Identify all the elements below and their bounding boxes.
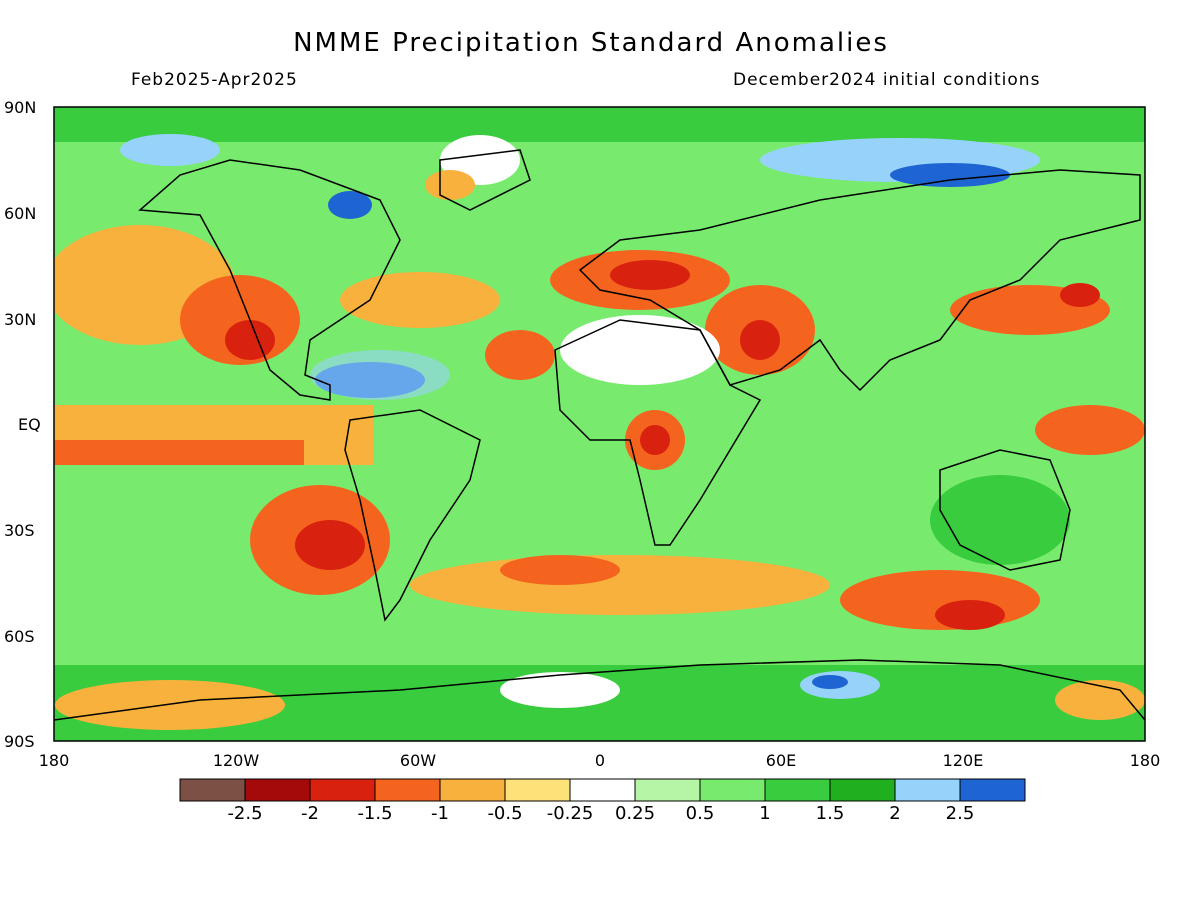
colorbar-label: -1 (431, 803, 449, 824)
lat-tick-90n: 90N (4, 98, 36, 117)
initial-conditions-label: December2024 initial conditions (733, 70, 1041, 90)
colorbar-label: 0.5 (686, 803, 715, 824)
lon-tick-0: 0 (595, 751, 605, 770)
colorbar-label: 1.5 (816, 803, 845, 824)
colorbar-label: 2.5 (946, 803, 975, 824)
lon-tick-60e: 60E (766, 751, 796, 770)
colorbar-swatch (894, 778, 961, 802)
lat-tick-30s: 30S (4, 521, 35, 540)
colorbar-swatch (699, 778, 766, 802)
colorbar-label: -0.25 (547, 803, 594, 824)
colorbar-swatch (569, 778, 636, 802)
colorbar-swatch (764, 778, 831, 802)
colorbar-swatch (439, 778, 506, 802)
anomaly-field (54, 107, 1145, 741)
colorbar-swatch (959, 778, 1026, 802)
lat-tick-30n: 30N (4, 310, 36, 329)
colorbar-label: 1 (759, 803, 770, 824)
latitude-axis: 90N 60N 30N EQ 30S 60S 90S (4, 98, 41, 751)
colorbar-swatch (309, 778, 376, 802)
longitude-axis: 180 120W 60W 0 60E 120E 180 (39, 751, 1161, 770)
colorbar-swatch (374, 778, 441, 802)
colorbar-swatch (504, 778, 571, 802)
coastlines (54, 149, 1145, 721)
map-frame (53, 106, 1146, 742)
lat-tick-90s: 90S (4, 732, 35, 751)
lon-tick-120e: 120E (943, 751, 984, 770)
colorbar-label: -0.5 (487, 803, 522, 824)
forecast-period: Feb2025-Apr2025 (131, 70, 298, 90)
lat-tick-60s: 60S (4, 627, 35, 646)
colorbar-swatch (244, 778, 311, 802)
lon-tick-180e: 180 (1130, 751, 1161, 770)
colorbar-label: -2 (301, 803, 319, 824)
colorbar-swatch (634, 778, 701, 802)
colorbar: -2.5 -2 -1.5 -1 -0.5 -0.25 0.25 0.5 1 1.5 2 2.5 (179, 778, 1026, 824)
lat-tick-eq: EQ (18, 415, 41, 434)
colorbar-label: 2 (889, 803, 900, 824)
lon-tick-60w: 60W (400, 751, 436, 770)
map-title: NMME Precipitation Standard Anomalies (293, 28, 889, 58)
colorbar-label: 0.25 (615, 803, 655, 824)
colorbar-label: -2.5 (227, 803, 262, 824)
colorbar-label: -1.5 (357, 803, 392, 824)
colorbar-swatch (829, 778, 896, 802)
lat-tick-60n: 60N (4, 204, 36, 223)
lon-tick-120w: 120W (213, 751, 260, 770)
colorbar-swatch (179, 778, 246, 802)
lon-tick-180w: 180 (39, 751, 70, 770)
